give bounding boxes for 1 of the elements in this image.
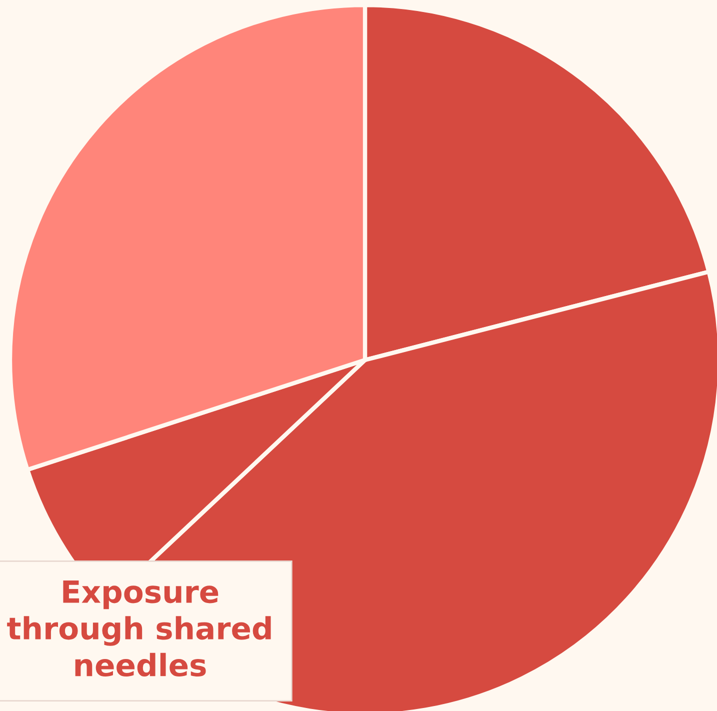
text: Exposure through shared needles	[7, 580, 271, 677]
